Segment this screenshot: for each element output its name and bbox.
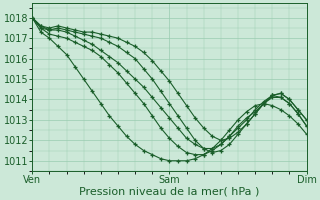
X-axis label: Pression niveau de la mer( hPa ): Pression niveau de la mer( hPa ) bbox=[79, 187, 260, 197]
